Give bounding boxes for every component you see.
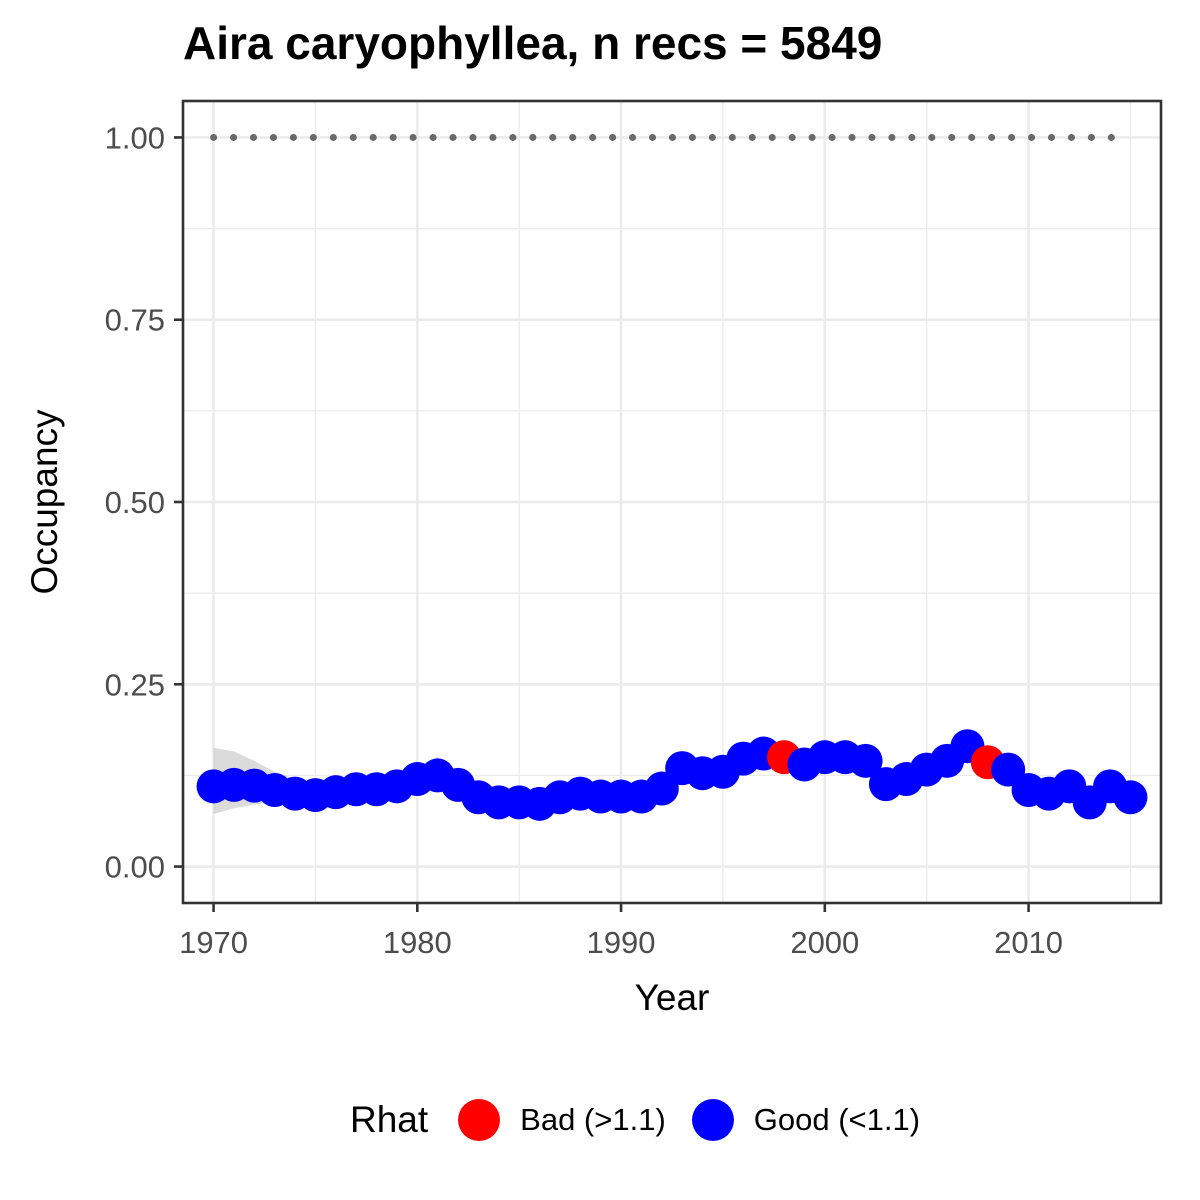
y-tick-label-2: 0.50 xyxy=(105,485,165,520)
axis-ticks xyxy=(174,136,1030,912)
data-points xyxy=(196,729,1148,821)
y-tick-label-3: 0.75 xyxy=(105,303,165,338)
y-axis-title: Occupancy xyxy=(24,409,65,595)
x-tick-label-1990: 1990 xyxy=(587,925,656,960)
legend-title: Rhat xyxy=(350,1099,429,1140)
x-tick-label-1980: 1980 xyxy=(383,925,452,960)
legend-key-good xyxy=(691,1099,734,1141)
x-axis-title: Year xyxy=(635,977,710,1018)
legend-item-good: Good (<1.1) xyxy=(691,1099,921,1141)
x-tick-label-2010: 2010 xyxy=(994,925,1063,960)
x-tick-label-1970: 1970 xyxy=(179,925,248,960)
legend: Rhat Bad (>1.1) Good (<1.1) xyxy=(350,1094,946,1146)
y-tick-label-4: 1.00 xyxy=(105,120,165,155)
legend-label-bad: Bad (>1.1) xyxy=(520,1102,666,1137)
legend-label-good: Good (<1.1) xyxy=(753,1102,921,1137)
tick-labels: 1970 1980 1990 2000 2010 0.00 0.25 0.50 0.75 1.00 xyxy=(105,120,1063,960)
x-tick-label-2000: 2000 xyxy=(790,925,859,960)
legend-item-bad: Bad (>1.1) xyxy=(458,1099,666,1141)
data-point-2015 xyxy=(1113,780,1148,815)
data-point-2002 xyxy=(848,743,883,778)
y-tick-label-0: 0.00 xyxy=(105,850,165,885)
y-tick-label-1: 0.25 xyxy=(105,667,165,702)
chart-title: Aira caryophyllea, n recs = 5849 xyxy=(183,17,883,69)
legend-key-bad xyxy=(458,1099,501,1141)
